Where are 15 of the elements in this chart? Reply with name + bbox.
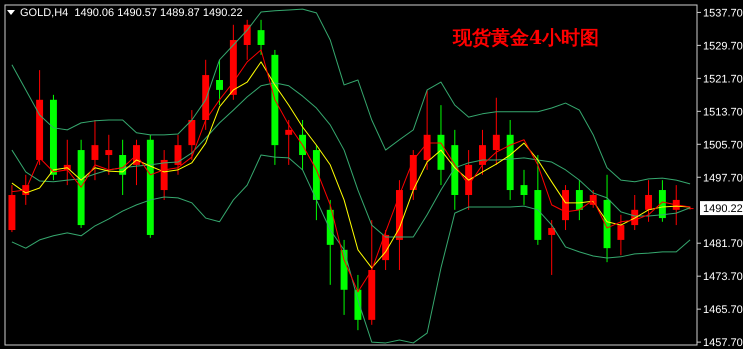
y-tick-label: 1465.70 xyxy=(703,304,743,316)
text: 现货黄金4小时图 xyxy=(452,27,600,49)
y-tick-label: 1481.70 xyxy=(703,238,743,250)
chart-subtitle: GOLD,H4 1490.06 1490.57 1489.87 1490.22 xyxy=(20,7,243,19)
y-tick-label: 1473.70 xyxy=(703,271,743,284)
y-tick-label: 1457.70 xyxy=(703,337,743,349)
y-tick-label: 1521.70 xyxy=(703,73,743,86)
line-series xyxy=(11,8,691,184)
y-tick-label: 1505.70 xyxy=(703,139,743,152)
line-series xyxy=(11,154,691,344)
y-tick-label: 1497.70 xyxy=(703,172,743,184)
y-tick-label: 1513.70 xyxy=(703,106,743,118)
annotation: 1490.22 xyxy=(703,203,743,216)
y-tick-label: 1537.70 xyxy=(703,7,743,20)
y-tick-label: 1529.70 xyxy=(703,40,743,52)
